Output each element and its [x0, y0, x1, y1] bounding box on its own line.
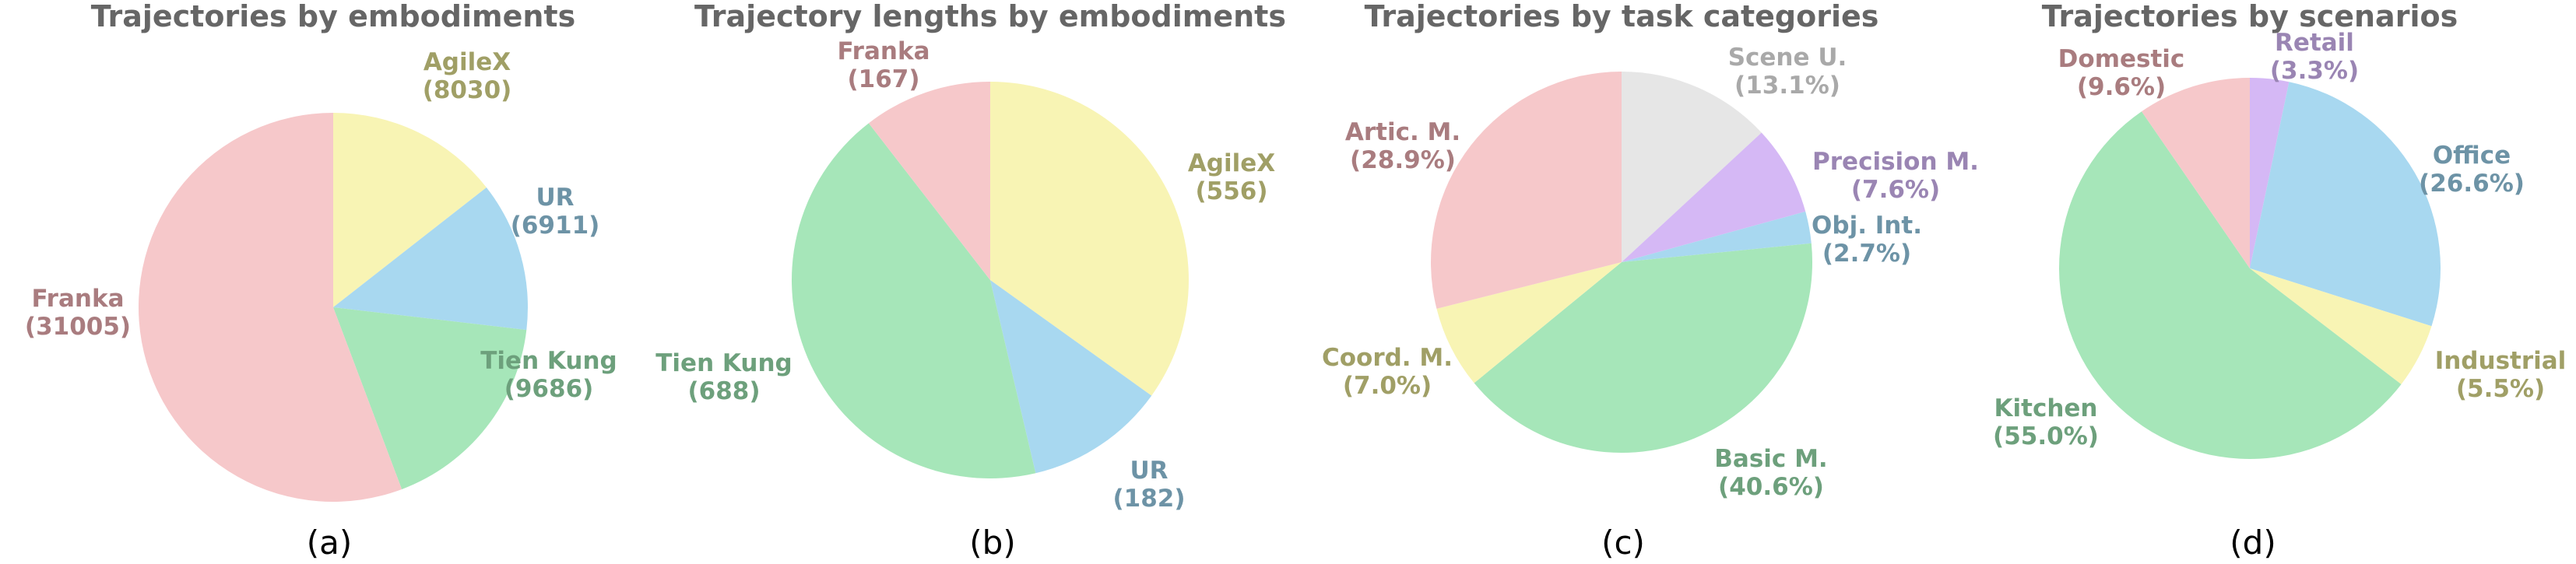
pie-slice-ur: [990, 280, 1152, 474]
panel-caption: (b): [969, 524, 1015, 562]
slice-label-kitchen: Kitchen (55.0%): [1993, 394, 2099, 450]
slice-value: (556): [1195, 177, 1267, 205]
panel-caption: (a): [307, 524, 353, 562]
slice-name: Artic. M.: [1345, 118, 1460, 146]
slice-label-tien-kung: Tien Kung (9686): [480, 347, 617, 403]
slice-value: (13.1%): [1734, 72, 1840, 100]
slice-label-coord-m: Coord. M. (7.0%): [1322, 344, 1453, 400]
slice-name: UR: [1130, 457, 1168, 485]
pie-slice-franka: [868, 82, 990, 280]
slice-label-ur: UR (6911): [511, 184, 600, 240]
slice-value: (7.0%): [1343, 372, 1432, 400]
slice-name: Franka: [837, 37, 930, 65]
slice-value: (6911): [511, 212, 600, 240]
pie-slice-ur: [333, 187, 528, 331]
slice-name: Obj. Int.: [1812, 212, 1922, 240]
slice-label-scene-u: Scene U. (13.1%): [1728, 44, 1847, 100]
slice-value: (40.6%): [1718, 473, 1824, 501]
slice-label-office: Office (26.6%): [2419, 142, 2525, 198]
slice-value: (55.0%): [1993, 422, 2099, 450]
slice-value: (7.6%): [1851, 176, 1940, 204]
slice-name: Domestic: [2058, 45, 2185, 73]
slice-name: AgileX: [1188, 149, 1275, 177]
pie-slice-tien-kung: [333, 307, 527, 489]
slice-name: Kitchen: [1994, 394, 2097, 422]
slice-value: (28.9%): [1350, 146, 1456, 174]
slice-value: (167): [847, 65, 919, 93]
slice-label-agilex: AgileX (556): [1188, 149, 1275, 205]
slice-value: (31005): [25, 313, 131, 341]
panel-caption: (c): [1601, 524, 1645, 562]
pie-slice-domestic: [2142, 78, 2250, 268]
pie-slice-tien-kung: [792, 123, 1036, 478]
slice-name: Precision M.: [1812, 148, 1979, 176]
slice-name: Basic M.: [1714, 445, 1827, 473]
slice-label-basic-m: Basic M. (40.6%): [1714, 445, 1827, 501]
slice-label-industrial: Industrial (5.5%): [2435, 347, 2567, 403]
slice-name: Tien Kung: [480, 347, 617, 375]
chart-title: Trajectory lengths by embodiments: [694, 0, 1286, 33]
pie-slice-agilex: [990, 82, 1189, 396]
slice-label-precision-m: Precision M. (7.6%): [1812, 148, 1979, 204]
slice-name: Industrial: [2435, 347, 2567, 375]
slice-label-franka: Franka (167): [837, 37, 930, 93]
slice-label-ur: UR (182): [1112, 457, 1185, 513]
pie-slice-industrial: [2250, 268, 2432, 384]
slice-value: (26.6%): [2419, 170, 2525, 198]
pie-slice-coord-m: [1436, 262, 1622, 384]
slice-value: (2.7%): [1822, 240, 1911, 268]
pie-slice-precision-m: [1622, 132, 1806, 262]
pie-slice-agilex: [333, 113, 487, 307]
slice-name: Tien Kung: [655, 349, 792, 377]
slice-value: (182): [1112, 485, 1185, 513]
pie-slice-obj-int: [1622, 211, 1812, 262]
chart-title: Trajectories by scenarios: [2042, 0, 2458, 33]
pie-slice-franka: [139, 113, 402, 502]
pie-slice-artic-m: [1431, 72, 1622, 309]
slice-name: Retail: [2275, 29, 2354, 57]
pie-slice-retail: [2250, 78, 2290, 268]
slice-label-domestic: Domestic (9.6%): [2058, 45, 2185, 101]
slice-value: (5.5%): [2456, 375, 2545, 403]
slice-value: (3.3%): [2270, 57, 2359, 85]
chart-title: Trajectories by embodiments: [91, 0, 575, 33]
slice-value: (8030): [423, 76, 512, 104]
pie-slice-basic-m: [1474, 243, 1813, 454]
slice-name: Coord. M.: [1322, 344, 1453, 372]
slice-label-agilex: AgileX (8030): [423, 48, 512, 104]
slice-name: Scene U.: [1728, 44, 1847, 72]
slice-label-obj-int: Obj. Int. (2.7%): [1812, 212, 1922, 268]
slice-name: Office: [2433, 142, 2511, 170]
slice-label-artic-m: Artic. M. (28.9%): [1345, 118, 1460, 174]
panel-caption: (d): [2230, 524, 2276, 562]
slice-value: (9686): [504, 375, 594, 403]
slice-name: Franka: [31, 285, 124, 313]
pie-chart-2: Trajectory lengths by embodimentsAgileX(…: [655, 0, 1286, 562]
pie-slice-office: [2250, 82, 2441, 327]
slice-name: AgileX: [423, 48, 511, 76]
chart-title: Trajectories by task categories: [1365, 0, 1879, 33]
pie-slice-kitchen: [2059, 111, 2402, 459]
slice-name: UR: [536, 184, 574, 212]
slice-value: (9.6%): [2077, 73, 2166, 101]
slice-label-franka: Franka (31005): [25, 285, 131, 341]
slice-value: (688): [687, 377, 760, 405]
pie-chart-1: Trajectories by embodiments AgileX (8030) U…: [25, 0, 617, 562]
slice-label-retail: Retail (3.3%): [2270, 29, 2359, 85]
slice-label-tien-kung: Tien Kung (688): [655, 349, 792, 405]
pie-slice-scene-u: [1622, 72, 1762, 262]
